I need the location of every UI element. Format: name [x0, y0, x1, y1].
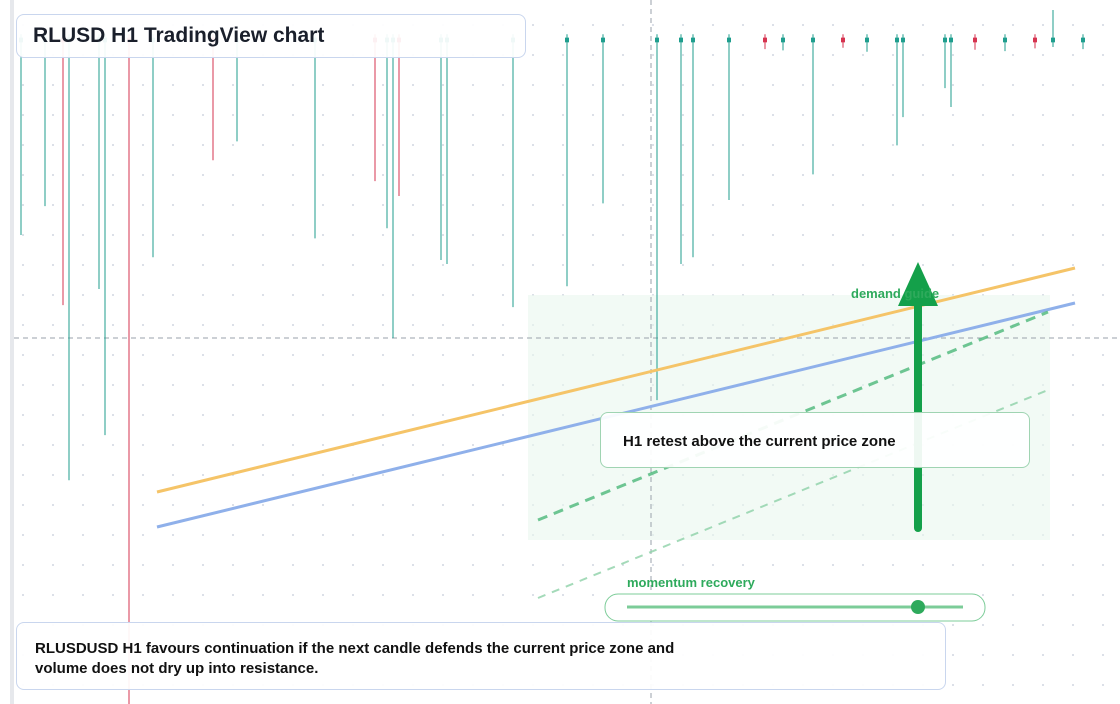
- candle-body: [1033, 37, 1037, 43]
- candle-body: [601, 37, 605, 43]
- candle-body: [1081, 37, 1085, 43]
- note: RLUSDUSD H1 favours continuation if the …: [35, 640, 675, 677]
- candle-body: [943, 37, 947, 43]
- slider-knob: [911, 600, 925, 614]
- candle-body: [781, 37, 785, 43]
- note-box: RLUSDUSD H1 favours continuation if the …: [16, 622, 946, 690]
- candle-body: [949, 37, 953, 43]
- arrow-head: [898, 262, 938, 306]
- left-edge: [10, 0, 14, 704]
- candle-body: [1051, 37, 1055, 43]
- candle-body: [727, 37, 731, 43]
- candle-body: [655, 37, 659, 43]
- candle-body: [865, 37, 869, 43]
- candle-body: [679, 37, 683, 43]
- candle-body: [763, 37, 767, 43]
- candle-body: [895, 37, 899, 43]
- candle-body: [811, 37, 815, 43]
- trend-dashed-light: [537, 389, 1049, 599]
- zone-label: demand guide: [851, 286, 940, 301]
- candle-body: [973, 37, 977, 43]
- candle-body: [901, 37, 905, 43]
- title: RLUSD H1 TradingView chart: [16, 14, 526, 58]
- retest-callout: H1 retest above the current price zone: [600, 412, 1030, 468]
- momentum-label: momentum recovery: [627, 575, 755, 590]
- candle-body: [565, 37, 569, 43]
- candle-body: [1003, 37, 1007, 43]
- candles: [19, 10, 1085, 704]
- candle-body: [691, 37, 695, 43]
- candle-body: [841, 37, 845, 43]
